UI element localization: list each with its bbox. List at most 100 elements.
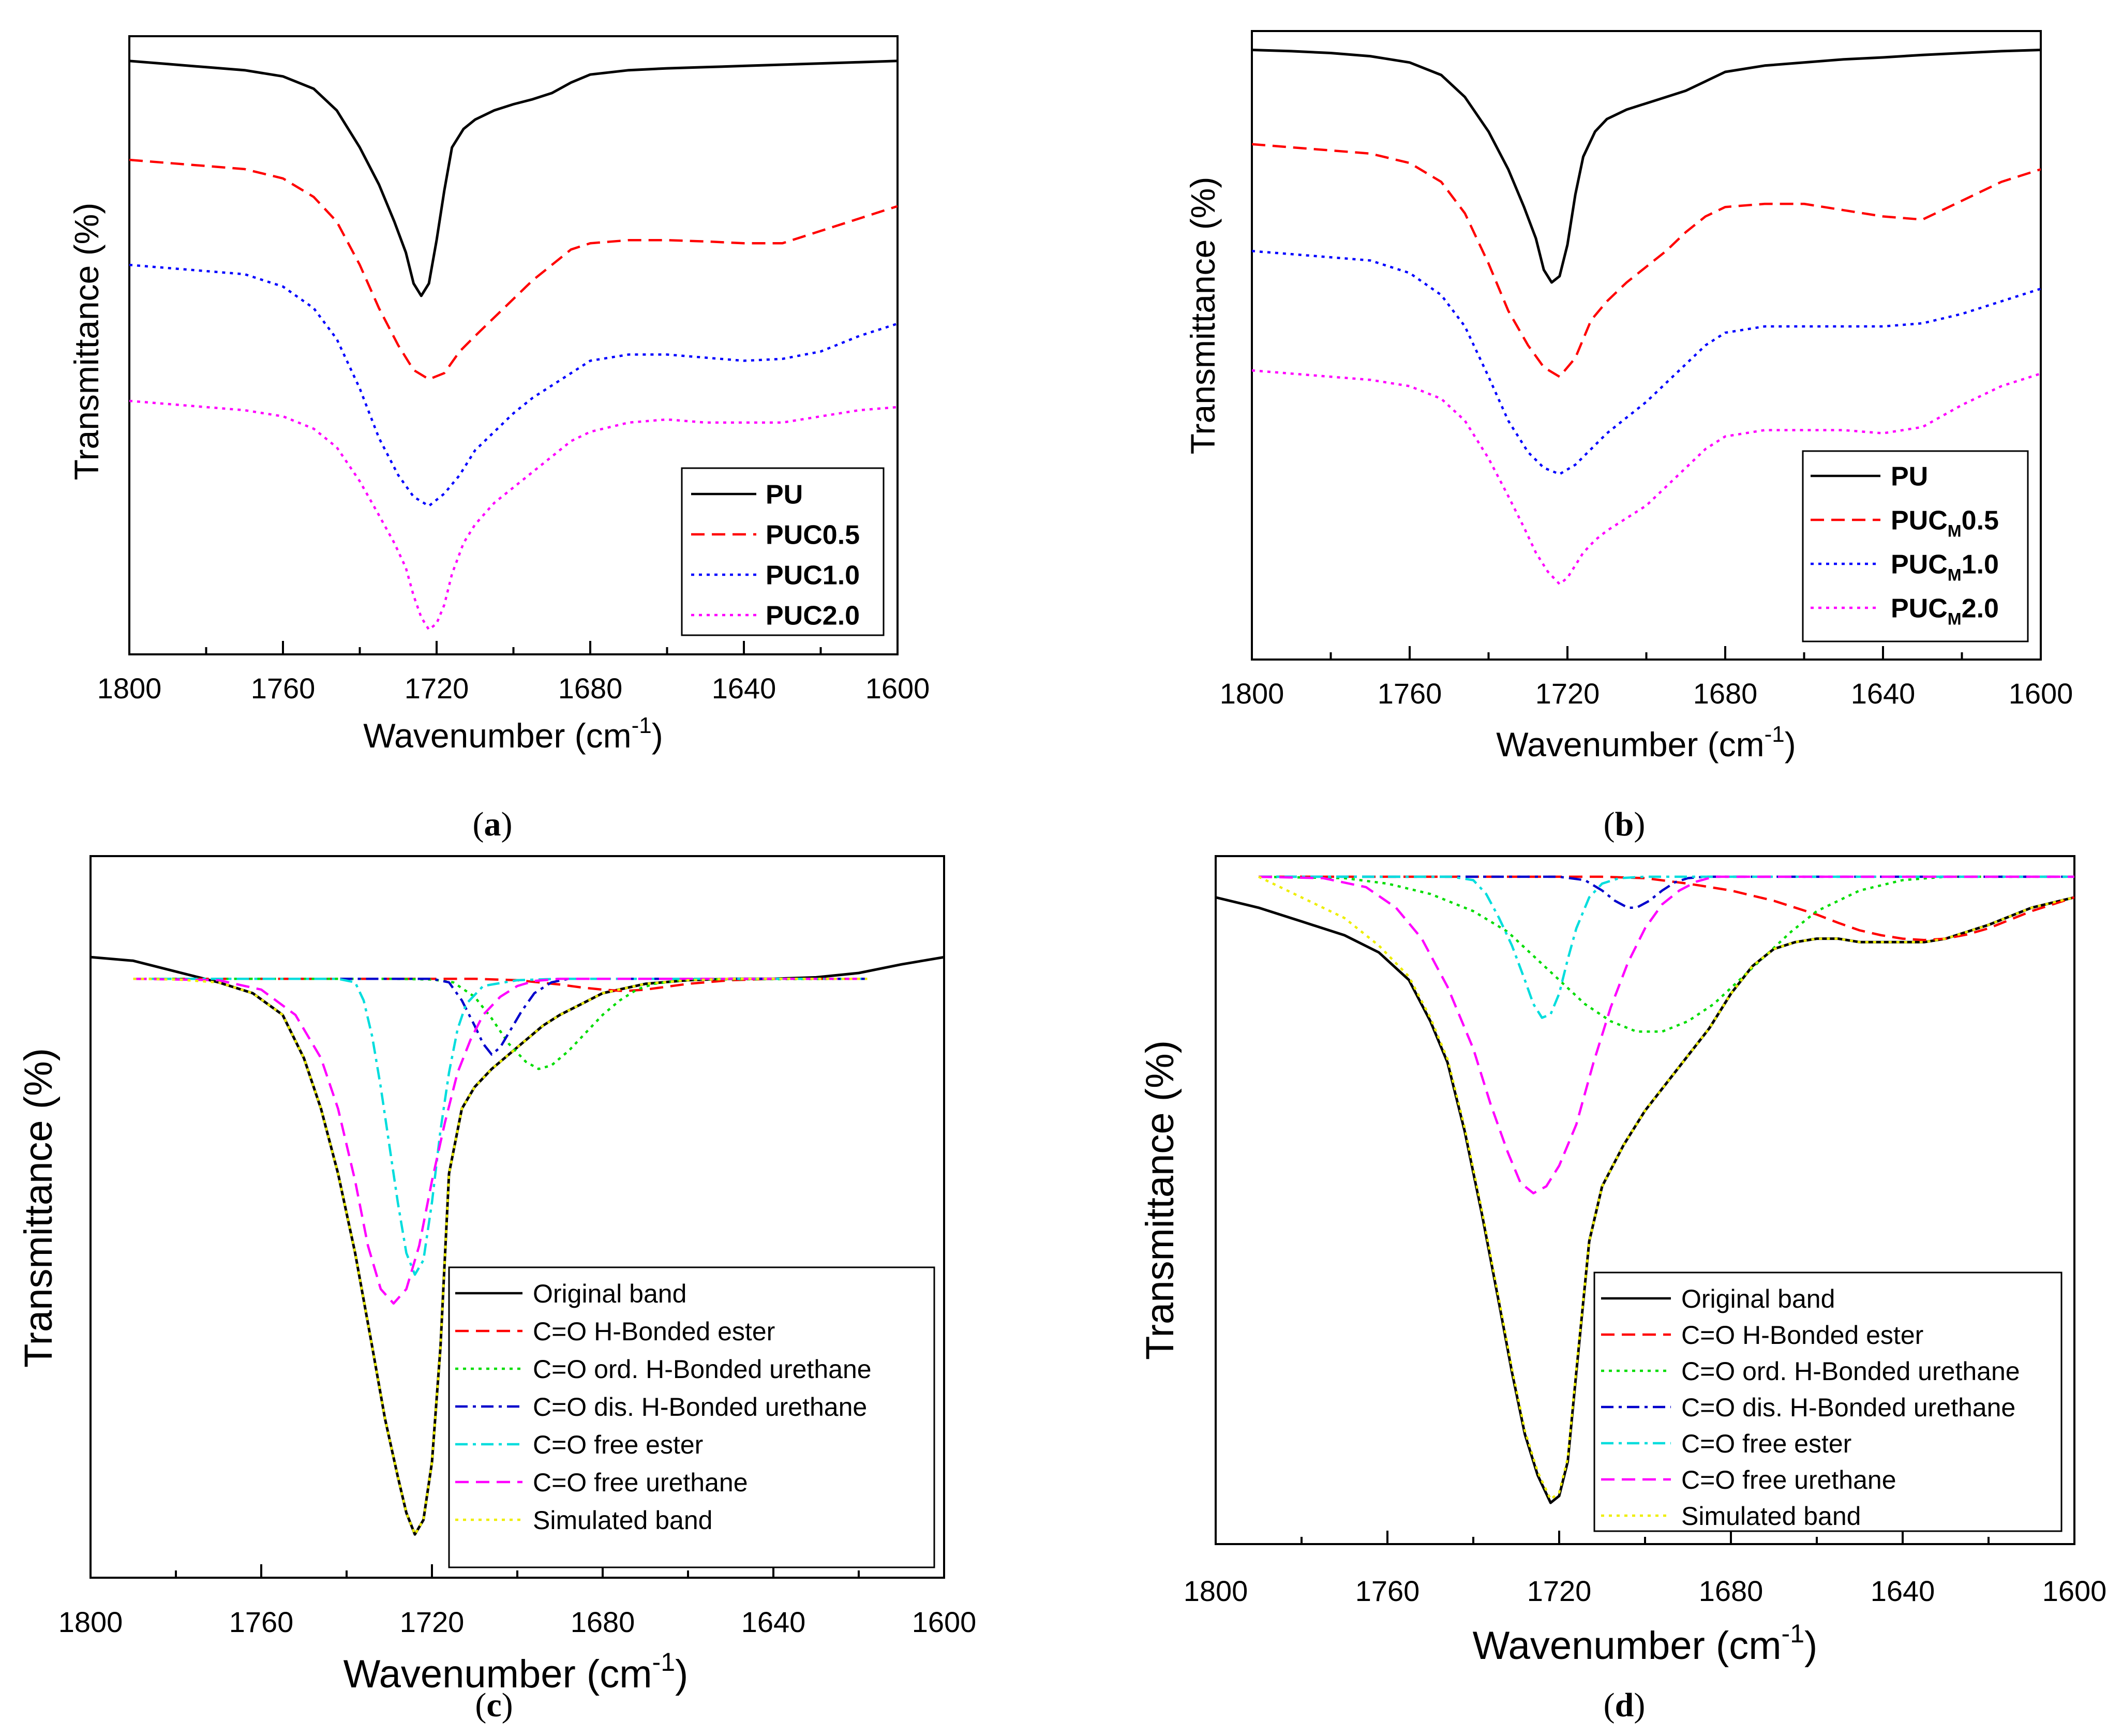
series-line-c-4 xyxy=(133,977,868,1276)
panel-c: 1800 1760 1720 1680 1640 1600 Transmittance (… xyxy=(17,855,977,1724)
panel-label-d: (d) xyxy=(1604,1686,1646,1724)
series-line-a-3 xyxy=(129,399,898,631)
x-ticks-a: 1800 1760 1720 1680 1640 1600 xyxy=(97,641,930,705)
y-axis-title-b: Transmittance (%) xyxy=(1184,177,1222,455)
x-axis-title-a-sup: -1 xyxy=(632,713,652,738)
x-tick-label: 1640 xyxy=(712,672,776,705)
x-tick-label: 1640 xyxy=(741,1606,806,1638)
legend-label-a-3: PUC2.0 xyxy=(766,601,860,631)
legend-label-d-2: C=O ord. H-Bonded urethane xyxy=(1681,1357,2020,1386)
legend-label-b-3: PUCM2.0 xyxy=(1891,594,1999,628)
x-axis-title-d: Wavenumber (cm-1) xyxy=(1473,1619,1818,1668)
x-axis-title-b-end: ) xyxy=(1785,725,1796,764)
panel-label-a-letter: a xyxy=(484,805,501,843)
x-axis-title-c-end: ) xyxy=(675,1652,688,1696)
x-tick-label: 1800 xyxy=(1220,677,1284,710)
y-axis-title-d: Transmittance (%) xyxy=(1138,1040,1182,1360)
x-tick-label: 1800 xyxy=(1184,1575,1248,1607)
legend-label-b-2: PUCM1.0 xyxy=(1891,550,1999,585)
x-tick-label: 1680 xyxy=(558,672,623,705)
series-line-d-4 xyxy=(1259,875,2074,1019)
series-line-b-1 xyxy=(1252,143,2041,378)
legend-box-d xyxy=(1593,1271,2063,1532)
legend-box-c xyxy=(448,1266,935,1568)
series-line-a-1 xyxy=(129,158,898,381)
series-group-a xyxy=(129,59,898,631)
series-line-a-2 xyxy=(129,263,898,507)
series-line-b-0 xyxy=(1252,49,2041,284)
series-line-a-0 xyxy=(129,59,898,297)
legend-label-c-4: C=O free ester xyxy=(533,1430,703,1459)
panel-a: 1800 1760 1720 1680 1640 1600 Transmittance (… xyxy=(67,35,930,843)
x-tick-label: 1720 xyxy=(1535,677,1600,710)
legend-label-a-1: PUC0.5 xyxy=(766,520,860,550)
x-tick-label: 1600 xyxy=(912,1606,977,1638)
x-tick-label: 1760 xyxy=(1378,677,1442,710)
x-tick-label: 1800 xyxy=(97,672,162,705)
legend-label-c-2: C=O ord. H-Bonded urethane xyxy=(533,1355,872,1384)
x-tick-label: 1680 xyxy=(1693,677,1758,710)
legend-b: PU PUCM0.5 PUCM1.0 PUCM2.0 xyxy=(1802,450,2029,642)
x-ticks-d: 1800 1760 1720 1680 1640 1600 xyxy=(1184,1531,2107,1607)
series-line-d-2 xyxy=(1258,875,2074,1033)
x-axis-title-b-sup: -1 xyxy=(1765,722,1785,747)
x-axis-title-d-sup: -1 xyxy=(1782,1619,1804,1648)
x-tick-label: 1640 xyxy=(1871,1575,1935,1607)
legend-label-a-0: PU xyxy=(766,480,803,510)
y-axis-title-a: Transmittance (%) xyxy=(67,203,106,481)
legend-label-d-3: C=O dis. H-Bonded urethane xyxy=(1681,1393,2015,1422)
series-group-d xyxy=(1216,875,2074,1504)
series-group-b xyxy=(1252,49,2041,586)
x-tick-label: 1800 xyxy=(58,1606,123,1638)
x-tick-label: 1640 xyxy=(1851,677,1916,710)
x-tick-label: 1720 xyxy=(405,672,469,705)
series-line-c-6 xyxy=(133,977,868,1536)
series-line-d-1 xyxy=(1259,875,2074,941)
x-axis-title-a: Wavenumber (cm-1) xyxy=(363,713,663,755)
x-axis-title-b-main: Wavenumber (cm xyxy=(1496,725,1764,764)
x-axis-title-a-main: Wavenumber (cm xyxy=(363,716,631,755)
x-tick-label: 1600 xyxy=(2042,1575,2107,1607)
legend-label-d-1: C=O H-Bonded ester xyxy=(1681,1321,1923,1350)
x-axis-title-d-main: Wavenumber (cm xyxy=(1473,1624,1782,1668)
x-axis-title-c-sup: -1 xyxy=(652,1648,675,1677)
panel-label-c: (c) xyxy=(475,1686,513,1724)
series-line-b-2 xyxy=(1252,250,2041,475)
x-axis-title-a-end: ) xyxy=(652,716,663,755)
panel-label-b: (b) xyxy=(1604,805,1646,843)
legend-box-b xyxy=(1802,450,2029,642)
panel-label-d-letter: d xyxy=(1615,1686,1634,1724)
legend-d: Original band C=O H-Bonded ester C=O ord. … xyxy=(1593,1271,2063,1532)
series-line-c-5 xyxy=(133,977,868,1305)
panel-d: 1800 1760 1720 1680 1640 1600 Transmittance (… xyxy=(1138,855,2107,1724)
series-group-c xyxy=(91,955,944,1536)
legend-label-a-2: PUC1.0 xyxy=(766,561,860,591)
x-tick-label: 1600 xyxy=(2009,677,2073,710)
panel-label-a: (a) xyxy=(473,805,513,843)
panel-label-b-letter: b xyxy=(1615,805,1634,843)
x-tick-label: 1720 xyxy=(400,1606,465,1638)
x-tick-label: 1720 xyxy=(1527,1575,1592,1607)
legend-c: Original band C=O H-Bonded ester C=O ord. … xyxy=(448,1266,935,1568)
x-tick-label: 1760 xyxy=(1355,1575,1420,1607)
legend-label-d-6: Simulated band xyxy=(1681,1502,1861,1531)
x-tick-label: 1680 xyxy=(1699,1575,1764,1607)
series-line-c-3 xyxy=(133,977,868,1056)
legend-label-c-3: C=O dis. H-Bonded urethane xyxy=(533,1393,867,1421)
legend-label-c-5: C=O free urethane xyxy=(533,1468,748,1497)
legend-label-d-5: C=O free urethane xyxy=(1681,1465,1896,1494)
x-tick-label: 1760 xyxy=(229,1606,294,1638)
x-ticks-b: 1800 1760 1720 1680 1640 1600 xyxy=(1220,646,2073,710)
panel-label-c-letter: c xyxy=(486,1686,501,1724)
x-tick-label: 1680 xyxy=(571,1606,635,1638)
legend-label-c-1: C=O H-Bonded ester xyxy=(533,1317,775,1346)
x-tick-label: 1760 xyxy=(251,672,316,705)
x-ticks-c: 1800 1760 1720 1680 1640 1600 xyxy=(58,1564,977,1638)
series-line-d-3 xyxy=(1259,875,2074,909)
panel-b: 1800 1760 1720 1680 1640 1600 Transmittance (… xyxy=(1184,30,2073,843)
y-axis-title-c: Transmittance (%) xyxy=(17,1048,61,1368)
legend-label-b-0: PU xyxy=(1891,462,1928,492)
legend-label-d-0: Original band xyxy=(1681,1284,1835,1313)
legend-label-d-4: C=O free ester xyxy=(1681,1429,1851,1458)
